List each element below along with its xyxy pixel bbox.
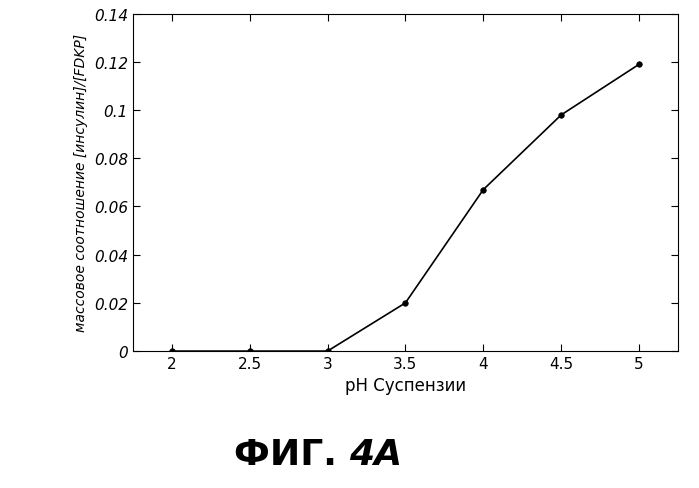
Y-axis label: массовое соотношение [инсулин]/[FDKP]: массовое соотношение [инсулин]/[FDKP] bbox=[74, 34, 88, 332]
Text: 4А: 4А bbox=[350, 437, 403, 471]
X-axis label: pH Суспензии: pH Суспензии bbox=[345, 377, 466, 395]
Text: ФИГ.: ФИГ. bbox=[234, 437, 350, 471]
